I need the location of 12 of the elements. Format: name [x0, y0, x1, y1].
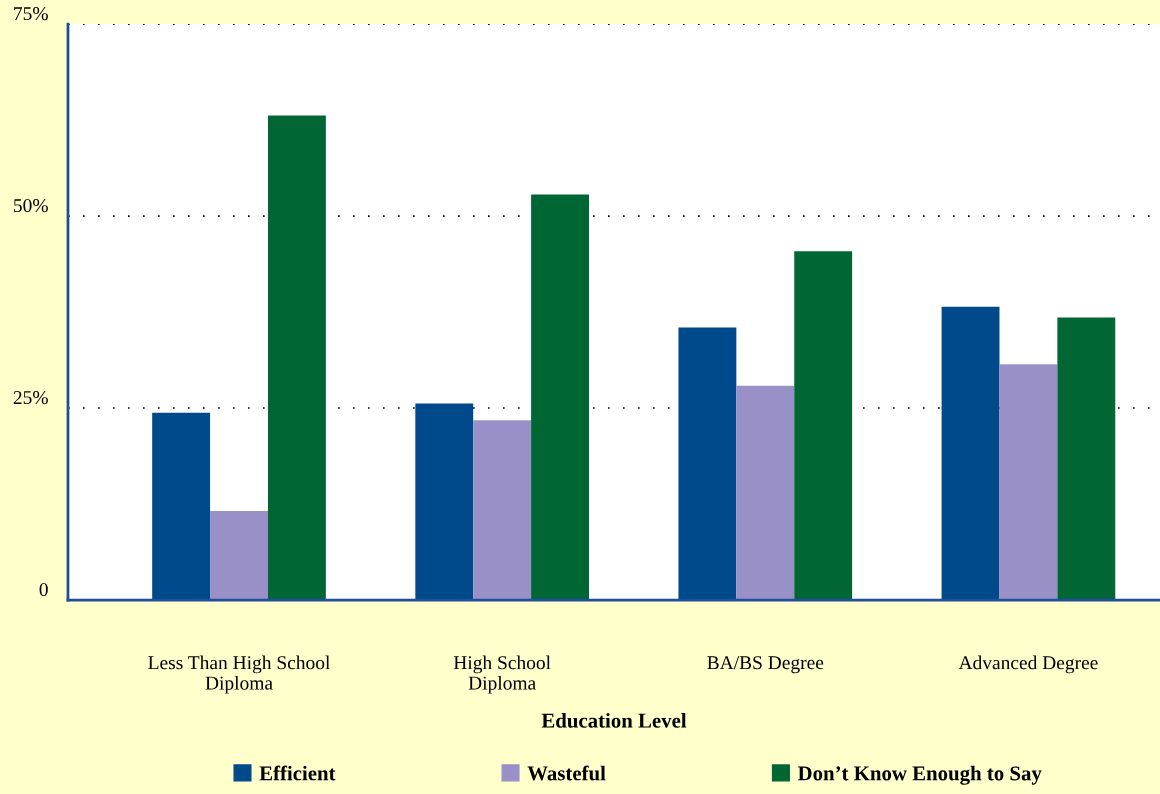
- legend-label: Efficient: [259, 765, 336, 781]
- x-tick-label: BA/BS Degree: [707, 656, 824, 674]
- x-tick-label: Advanced Degree: [958, 655, 1098, 674]
- y-tick-label: 75%: [14, 6, 48, 21]
- legend-label: Wasteful: [527, 765, 606, 781]
- x-tick-label: High School Diploma: [453, 655, 551, 694]
- y-tick-label: 50%: [14, 198, 48, 213]
- y-tick-label: 25%: [13, 390, 48, 405]
- x-axis-title: Education Level: [541, 713, 687, 728]
- y-tick-label: 0: [39, 582, 48, 597]
- x-tick-label: Less Than High School Diploma: [148, 655, 330, 694]
- legend-label: Don’t Know Enough to Say: [797, 765, 1042, 785]
